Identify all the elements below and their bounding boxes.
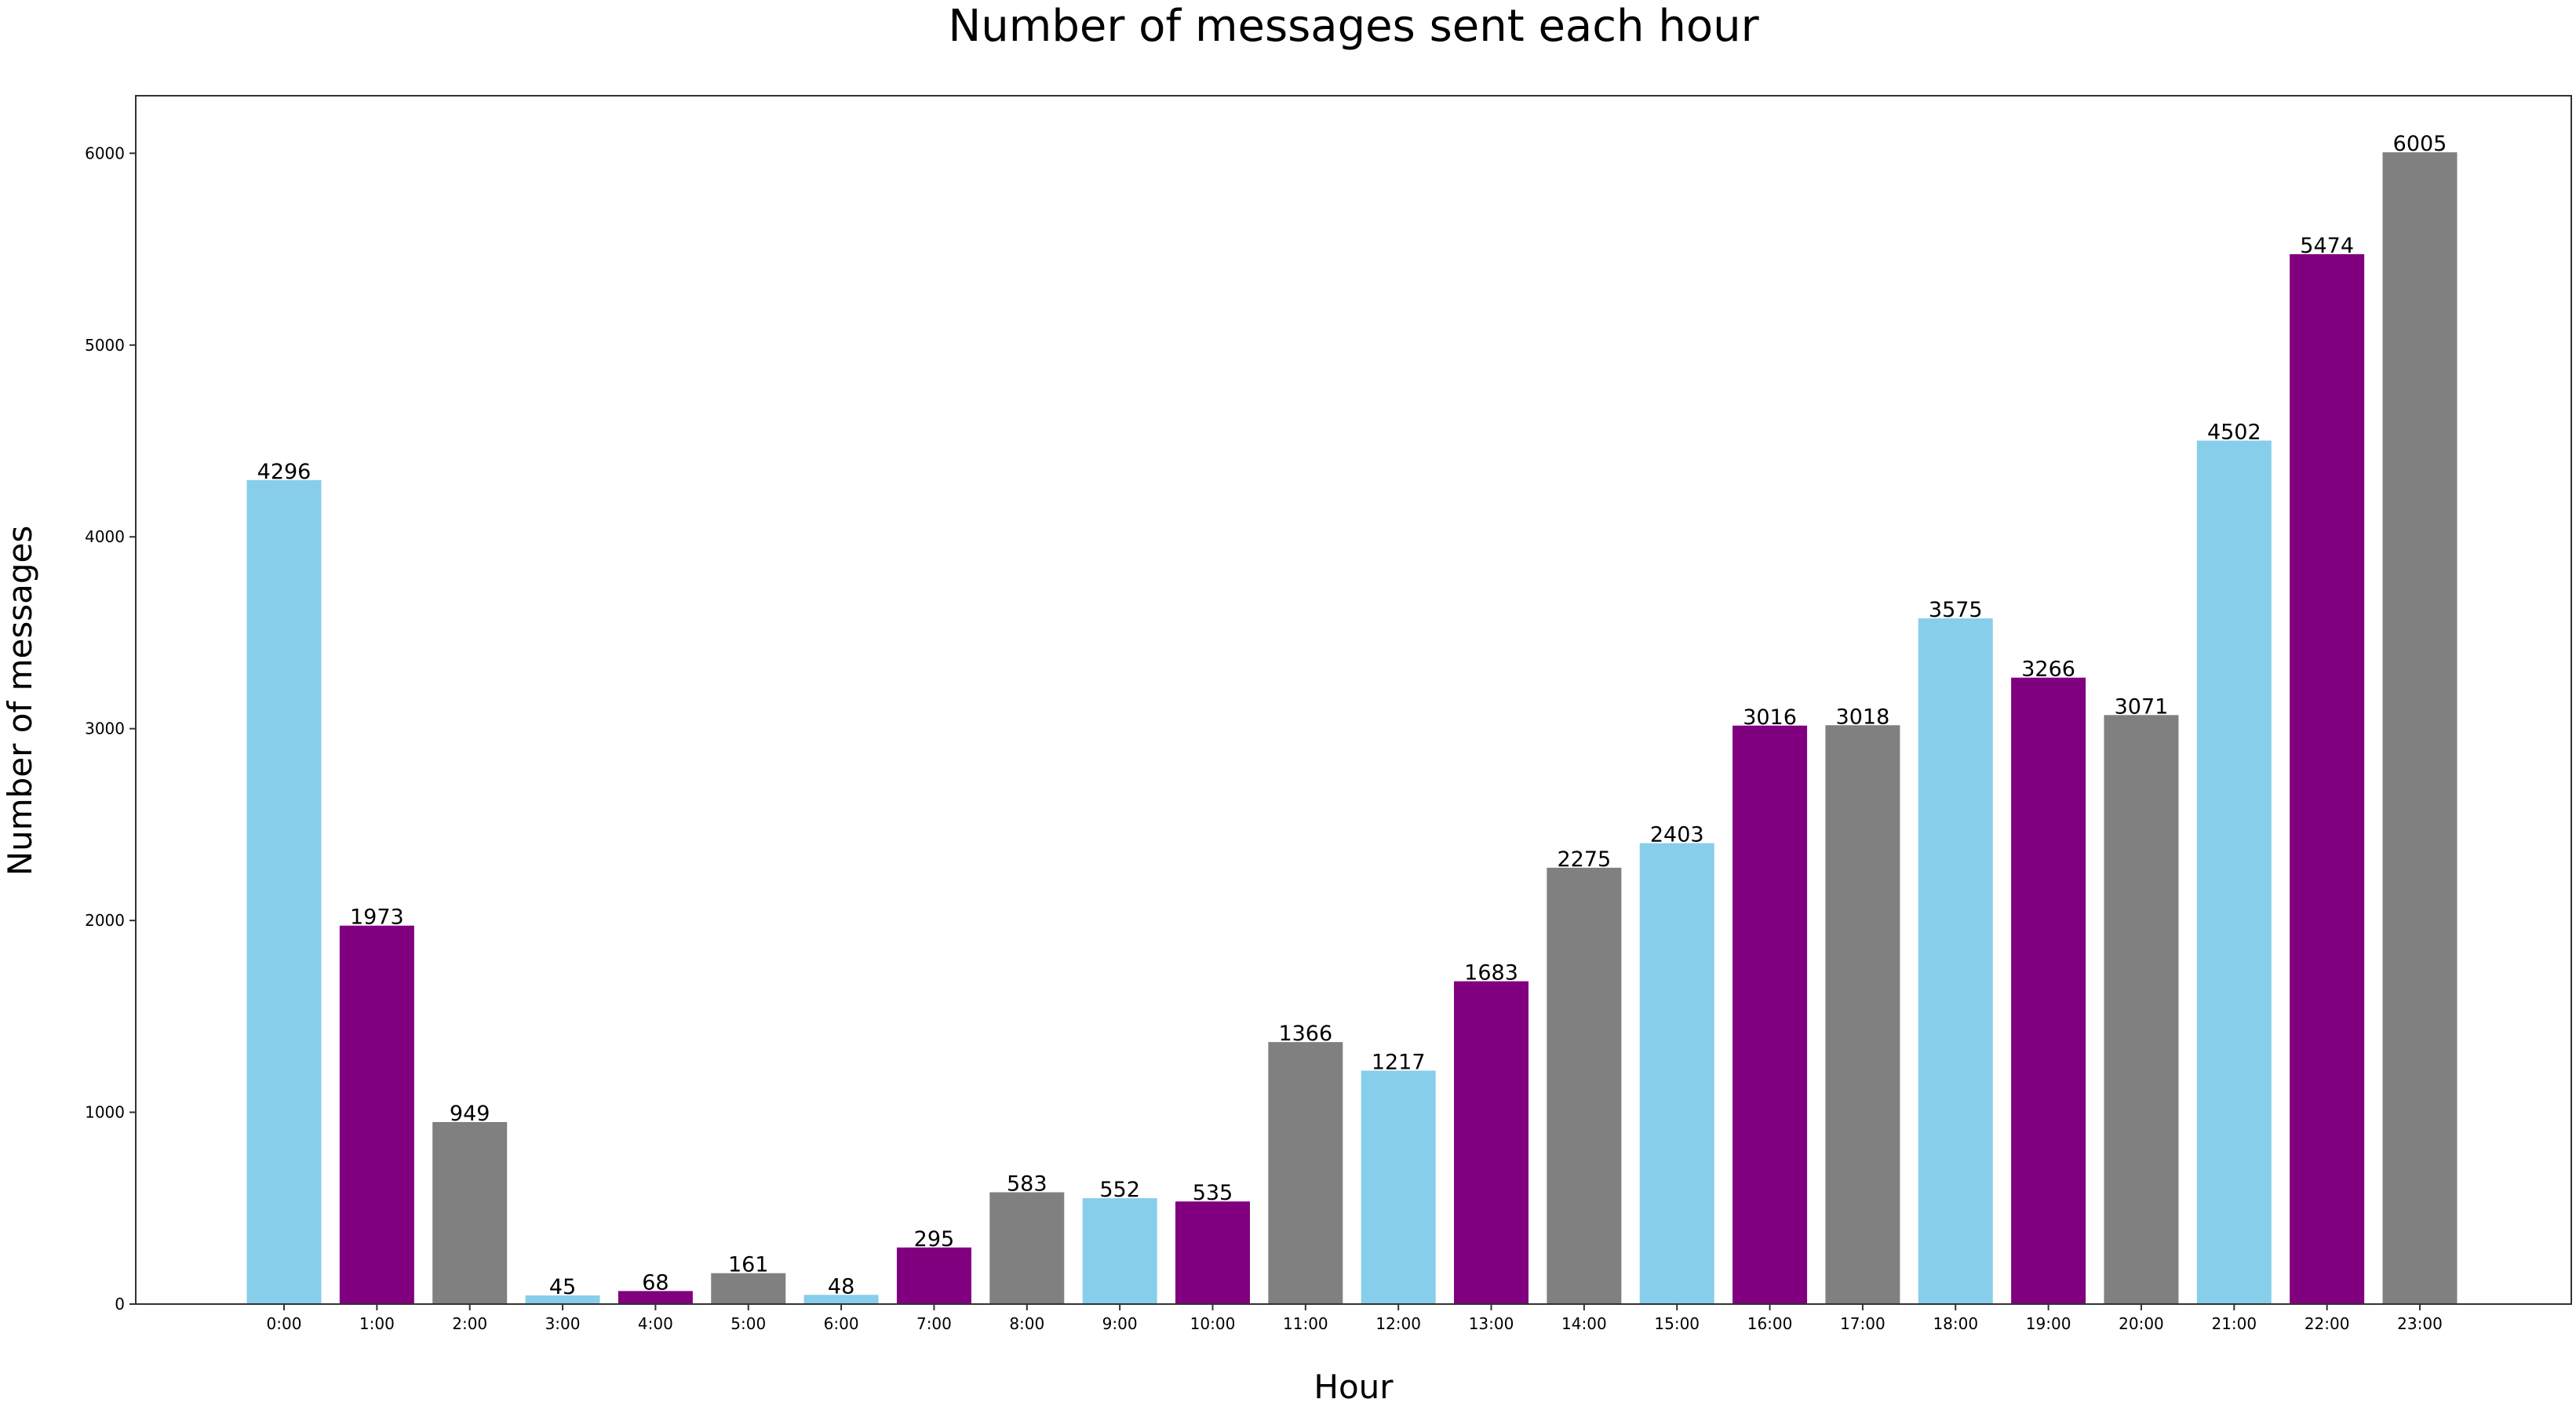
value-label-5-00: 161 bbox=[728, 1253, 769, 1277]
value-label-1-00: 1973 bbox=[350, 905, 404, 930]
value-label-8-00: 583 bbox=[1007, 1171, 1048, 1196]
y-tick-label: 2000 bbox=[85, 911, 125, 930]
bar-17-00 bbox=[1825, 725, 1900, 1304]
bar-13-00 bbox=[1454, 981, 1529, 1304]
bar-18-00 bbox=[1918, 618, 1993, 1304]
value-label-16-00: 3016 bbox=[1743, 705, 1797, 730]
value-label-10-00: 535 bbox=[1193, 1181, 1233, 1205]
bar-7-00 bbox=[896, 1247, 971, 1304]
value-label-4-00: 68 bbox=[642, 1270, 669, 1295]
value-label-20-00: 3071 bbox=[2115, 694, 2169, 719]
x-tick-label: 14:00 bbox=[1561, 1314, 1607, 1333]
bar-12-00 bbox=[1361, 1070, 1436, 1304]
bar-23-00 bbox=[2382, 152, 2458, 1305]
value-labels-layer: 4296 1973 949 45 68 161 48 295 583 552 535 1366 1217… bbox=[257, 132, 2447, 1299]
value-label-23-00: 6005 bbox=[2393, 132, 2447, 156]
x-tick-label: 21:00 bbox=[2211, 1314, 2257, 1333]
y-tick-label: 4000 bbox=[85, 527, 125, 546]
value-label-2-00: 949 bbox=[450, 1102, 490, 1126]
x-tick-label: 23:00 bbox=[2397, 1314, 2443, 1333]
bar-8-00 bbox=[989, 1192, 1065, 1304]
x-tick-label: 3:00 bbox=[545, 1314, 581, 1333]
y-tick-label: 0 bbox=[115, 1295, 125, 1313]
value-label-21-00: 4502 bbox=[2207, 421, 2261, 445]
x-tick-label: 20:00 bbox=[2119, 1314, 2164, 1333]
x-tick-label: 17:00 bbox=[1840, 1314, 1886, 1333]
y-tick-label: 5000 bbox=[85, 336, 125, 355]
value-label-22-00: 5474 bbox=[2300, 234, 2354, 258]
bar-3-00 bbox=[525, 1295, 600, 1304]
bar-22-00 bbox=[2290, 253, 2365, 1304]
x-tick-label: 2:00 bbox=[452, 1314, 487, 1333]
x-tick-label: 13:00 bbox=[1469, 1314, 1514, 1333]
bars-layer bbox=[246, 152, 2458, 1305]
bar-14-00 bbox=[1547, 867, 1622, 1304]
bar-1-00 bbox=[339, 925, 414, 1304]
value-label-11-00: 1366 bbox=[1278, 1022, 1332, 1046]
value-label-6-00: 48 bbox=[828, 1274, 854, 1299]
value-label-19-00: 3266 bbox=[2021, 658, 2075, 682]
value-label-18-00: 3575 bbox=[1929, 598, 1983, 622]
x-tick-label: 22:00 bbox=[2305, 1314, 2350, 1333]
plot-area-frame bbox=[135, 95, 2572, 1305]
y-axis-label: Number of messages bbox=[1, 526, 39, 876]
x-tick-label: 16:00 bbox=[1747, 1314, 1793, 1333]
x-tick-label: 0:00 bbox=[267, 1314, 302, 1333]
value-label-15-00: 2403 bbox=[1650, 823, 1704, 847]
x-tick-label: 11:00 bbox=[1283, 1314, 1328, 1333]
x-tick-label: 10:00 bbox=[1190, 1314, 1236, 1333]
x-tick-label: 4:00 bbox=[638, 1314, 673, 1333]
bar-10-00 bbox=[1175, 1201, 1250, 1304]
value-label-14-00: 2275 bbox=[1558, 847, 1612, 872]
bar-6-00 bbox=[803, 1295, 879, 1304]
value-label-17-00: 3018 bbox=[1836, 705, 1890, 729]
bar-5-00 bbox=[711, 1273, 786, 1304]
bar-20-00 bbox=[2104, 715, 2179, 1304]
bar-19-00 bbox=[2011, 677, 2086, 1304]
x-tick-label: 18:00 bbox=[1933, 1314, 1978, 1333]
x-tick-label: 7:00 bbox=[916, 1314, 952, 1333]
x-tick-label: 6:00 bbox=[824, 1314, 859, 1333]
value-label-13-00: 1683 bbox=[1464, 961, 1518, 986]
bar-9-00 bbox=[1082, 1198, 1157, 1304]
x-tick-label: 15:00 bbox=[1654, 1314, 1700, 1333]
value-label-3-00: 45 bbox=[549, 1275, 576, 1299]
y-axis-ticks: 0 1000 2000 3000 4000 5000 6000 bbox=[85, 144, 136, 1313]
value-label-0-00: 4296 bbox=[257, 460, 312, 484]
bar-2-00 bbox=[432, 1122, 508, 1304]
value-label-9-00: 552 bbox=[1099, 1178, 1140, 1202]
x-tick-label: 19:00 bbox=[2026, 1314, 2071, 1333]
y-tick-label: 6000 bbox=[85, 144, 125, 162]
x-axis-ticks: 0:00 1:00 2:00 3:00 4:00 5:00 6:00 7:00 8:00 9:00… bbox=[267, 1304, 2443, 1333]
y-tick-label: 1000 bbox=[85, 1103, 125, 1122]
x-tick-label: 5:00 bbox=[731, 1314, 766, 1333]
x-tick-label: 9:00 bbox=[1102, 1314, 1138, 1333]
bar-15-00 bbox=[1639, 843, 1714, 1304]
x-axis-label: Hour bbox=[1314, 1368, 1394, 1406]
y-tick-label: 3000 bbox=[85, 720, 125, 738]
bar-0-00 bbox=[246, 479, 322, 1304]
bar-21-00 bbox=[2196, 440, 2272, 1304]
value-label-7-00: 295 bbox=[914, 1227, 955, 1252]
bar-11-00 bbox=[1268, 1042, 1343, 1304]
bar-16-00 bbox=[1733, 725, 1808, 1304]
x-tick-label: 8:00 bbox=[1009, 1314, 1044, 1333]
value-label-12-00: 1217 bbox=[1372, 1051, 1426, 1075]
x-tick-label: 1:00 bbox=[359, 1314, 395, 1333]
x-tick-label: 12:00 bbox=[1375, 1314, 1421, 1333]
bar-4-00 bbox=[618, 1291, 693, 1304]
chart-title: Number of messages sent each hour bbox=[948, 1, 1759, 52]
